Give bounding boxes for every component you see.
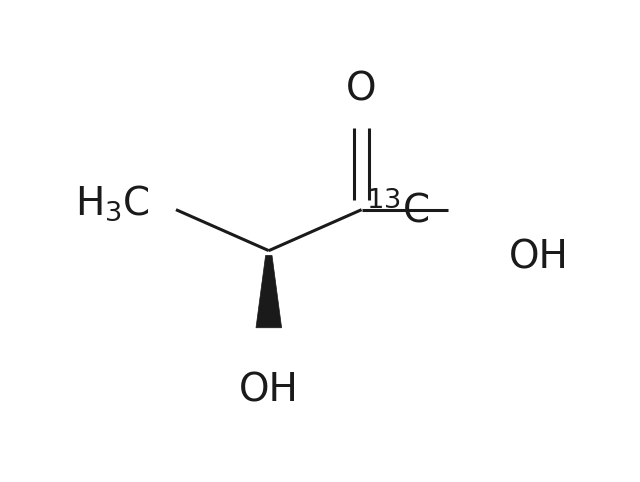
Text: H$_3$C: H$_3$C	[74, 184, 150, 223]
Text: OH: OH	[509, 239, 569, 277]
Text: $^{13}$C: $^{13}$C	[366, 191, 429, 231]
Polygon shape	[256, 255, 282, 328]
Text: OH: OH	[239, 372, 299, 409]
Text: O: O	[346, 70, 377, 108]
